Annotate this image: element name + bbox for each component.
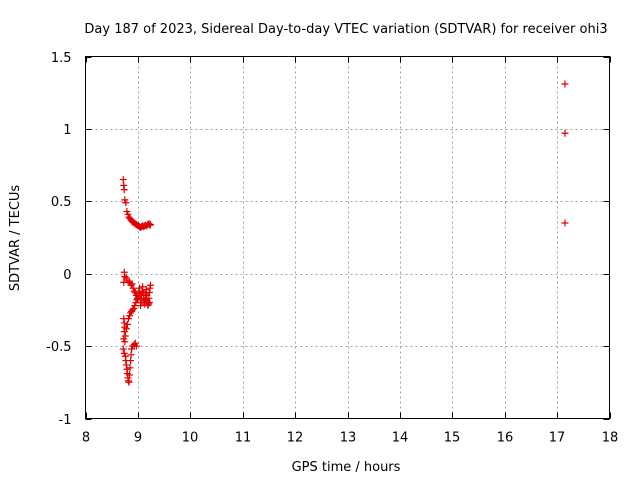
data-point: [119, 345, 127, 353]
data-point: [122, 199, 130, 207]
data-point: [122, 325, 130, 333]
data-point: [126, 364, 134, 372]
data-point: [134, 294, 142, 302]
x-tick-label: 18: [602, 431, 619, 446]
data-point: [561, 129, 569, 137]
data-point: [561, 219, 569, 227]
x-tick-label: 16: [497, 431, 514, 446]
y-tick-label: -1: [59, 413, 72, 428]
grid-lines: [85, 56, 610, 419]
x-tick-label: 12: [287, 431, 304, 446]
plot-area-frame: [85, 56, 610, 419]
x-tick-label: 9: [134, 431, 142, 446]
x-tick-label: 10: [182, 431, 199, 446]
x-axis-label: GPS time / hours: [292, 460, 401, 475]
data-point: [123, 320, 131, 328]
data-point: [129, 306, 137, 314]
y-tick-label: 0.5: [51, 195, 72, 210]
data-point: [121, 273, 129, 281]
data-point: [145, 299, 153, 307]
y-tick-label: 1: [63, 123, 71, 138]
data-point: [146, 281, 154, 289]
y-tick-label: 0: [63, 268, 71, 283]
data-point: [146, 220, 154, 228]
x-tick-label: 15: [444, 431, 461, 446]
data-point: [121, 338, 129, 346]
data-point: [145, 220, 153, 228]
data-point: [126, 371, 134, 379]
x-tick-label: 8: [82, 431, 90, 446]
y-tick-label: -0.5: [46, 340, 71, 355]
x-tick-label: 13: [340, 431, 357, 446]
data-point: [128, 280, 136, 288]
chart-title: Day 187 of 2023, Sidereal Day-to-day VTE…: [84, 22, 607, 37]
data-point: [125, 378, 133, 386]
x-tick-label: 17: [549, 431, 566, 446]
axis-ticks: [85, 56, 611, 420]
x-tick-label: 11: [235, 431, 252, 446]
data-point: [561, 80, 569, 88]
data-point: [120, 186, 128, 194]
data-points: [119, 80, 569, 386]
tick-labels: 8 9 10 11 12 13 14 15 16 17 18 1.5 1 0.5 0 -0.5 -1: [46, 51, 618, 446]
data-point: [144, 300, 152, 308]
data-point: [132, 342, 140, 350]
y-tick-label: 1.5: [51, 51, 72, 66]
y-axis-label: SDTVAR / TECUs: [8, 185, 23, 292]
data-point: [124, 277, 132, 285]
x-tick-label: 14: [392, 431, 409, 446]
data-point: [133, 296, 141, 304]
